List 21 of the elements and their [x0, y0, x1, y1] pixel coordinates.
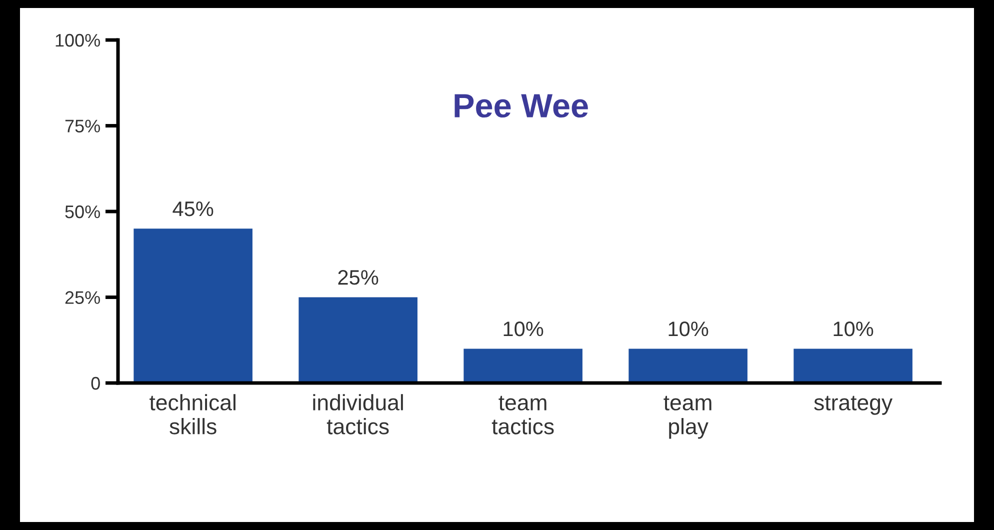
- x-tick-label: individual tactics: [313, 394, 403, 434]
- bar: [298, 297, 418, 383]
- x-tick-label: technical skills: [150, 394, 236, 434]
- x-tick-label: team play: [664, 396, 712, 439]
- y-tick-label: 100%: [56, 34, 100, 47]
- data-label: 25%: [338, 270, 378, 285]
- x-tick-label: strategy: [814, 396, 893, 415]
- bar: [134, 228, 252, 383]
- x-tick-label: team tactics: [492, 396, 554, 434]
- bar: [464, 348, 582, 383]
- y-tick-label: 0: [91, 376, 100, 390]
- data-label: 10%: [504, 321, 544, 336]
- data-label: 45%: [172, 202, 214, 216]
- data-label: 10%: [834, 321, 874, 336]
- bar: [628, 348, 748, 383]
- data-label: 10%: [668, 321, 708, 336]
- text: Pee Wee: [454, 94, 588, 118]
- y-tick-label: 75%: [65, 120, 100, 132]
- y-tick-label: 50%: [65, 205, 100, 218]
- bar: [794, 348, 912, 383]
- y-tick-label: 25%: [65, 291, 100, 304]
